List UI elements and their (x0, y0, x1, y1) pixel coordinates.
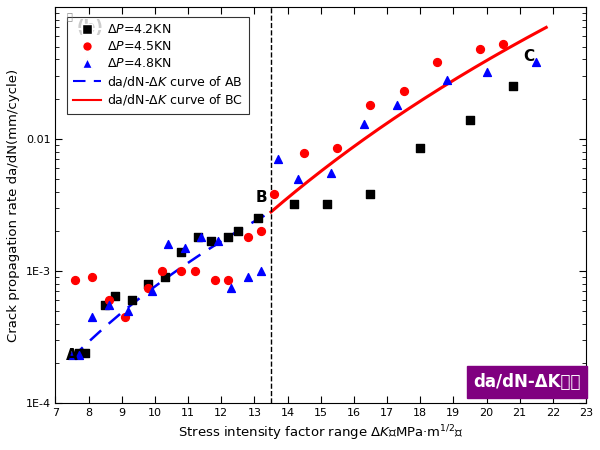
ΔP=4.5KN (399, 88, 409, 95)
ΔP=4.2KN (193, 234, 203, 241)
ΔP=4.5KN (365, 102, 375, 109)
ΔP=4.8KN (213, 237, 223, 244)
ΔP=4.5KN (269, 191, 279, 198)
ΔP=4.2KN (160, 274, 170, 281)
ΔP=4.2KN (465, 116, 475, 123)
ΔP=4.2KN (143, 280, 153, 288)
ΔP=4.2KN (415, 145, 425, 152)
ΔP=4.2KN (176, 248, 186, 255)
ΔP=4.8KN (104, 302, 113, 309)
ΔP=4.2KN (253, 215, 263, 222)
ΔP=4.2KN (80, 349, 90, 356)
ΔP=4.2KN (110, 292, 120, 299)
ΔP=4.5KN (299, 149, 309, 157)
ΔP=4.8KN (74, 352, 83, 359)
Line: da/dN-ΔK curve of BC: da/dN-ΔK curve of BC (271, 27, 546, 212)
ΔP=4.8KN (326, 170, 335, 177)
ΔP=4.5KN (223, 277, 233, 284)
Y-axis label: Crack propagation rate da/dN(mm/cycle): Crack propagation rate da/dN(mm/cycle) (7, 68, 20, 342)
ΔP=4.8KN (67, 352, 77, 359)
ΔP=4.2KN (323, 201, 332, 208)
ΔP=4.8KN (442, 76, 452, 84)
ΔP=4.5KN (332, 145, 342, 152)
ΔP=4.8KN (226, 284, 236, 291)
ΔP=4.2KN (223, 234, 233, 241)
ΔP=4.2KN (127, 297, 137, 304)
da/dN-ΔK curve of BC (341, 151, 348, 156)
da/dN-ΔK curve of BC (268, 209, 275, 215)
ΔP=4.8KN (163, 240, 173, 248)
Text: (b): (b) (77, 19, 104, 37)
Line: da/dN-ΔK curve of AB: da/dN-ΔK curve of AB (72, 212, 271, 358)
ΔP=4.2KN (365, 191, 375, 198)
da/dN-ΔK curve of BC (278, 200, 286, 205)
Text: 速: 速 (66, 11, 72, 21)
ΔP=4.8KN (256, 267, 266, 274)
ΔP=4.8KN (243, 274, 253, 281)
ΔP=4.5KN (104, 297, 113, 304)
ΔP=4.5KN (71, 277, 80, 284)
da/dN-ΔK curve of AB (257, 215, 265, 220)
da/dN-ΔK curve of BC (519, 37, 526, 43)
ΔP=4.2KN (289, 201, 299, 208)
ΔP=4.5KN (210, 277, 220, 284)
da/dN-ΔK curve of AB (68, 355, 76, 360)
ΔP=4.5KN (87, 274, 97, 281)
ΔP=4.8KN (392, 102, 402, 109)
ΔP=4.8KN (482, 69, 491, 76)
ΔP=4.5KN (499, 41, 508, 48)
da/dN-ΔK curve of AB (80, 343, 88, 349)
ΔP=4.5KN (243, 234, 253, 241)
da/dN-ΔK curve of AB (106, 321, 113, 326)
da/dN-ΔK curve of AB (268, 209, 275, 215)
ΔP=4.8KN (359, 120, 368, 127)
ΔP=4.5KN (432, 59, 442, 66)
ΔP=4.2KN (508, 83, 518, 90)
ΔP=4.5KN (256, 228, 266, 235)
ΔP=4.2KN (233, 228, 242, 235)
Text: C: C (523, 49, 534, 64)
Legend: $\Delta P$=4.2KN, $\Delta P$=4.5KN, $\Delta P$=4.8KN, da/dN-$\Delta K$ curve of : $\Delta P$=4.2KN, $\Delta P$=4.5KN, $\De… (67, 17, 250, 114)
ΔP=4.8KN (532, 59, 541, 66)
da/dN-ΔK curve of BC (284, 195, 291, 201)
ΔP=4.5KN (143, 284, 153, 291)
ΔP=4.2KN (74, 349, 83, 356)
ΔP=4.5KN (475, 45, 485, 53)
ΔP=4.8KN (180, 244, 190, 252)
ΔP=4.2KN (100, 302, 110, 309)
da/dN-ΔK curve of BC (542, 25, 550, 30)
ΔP=4.5KN (176, 267, 186, 274)
ΔP=4.5KN (121, 313, 130, 320)
Text: A: A (65, 348, 77, 363)
ΔP=4.2KN (206, 237, 216, 244)
Text: B: B (256, 190, 268, 205)
da/dN-ΔK curve of AB (76, 347, 83, 353)
ΔP=4.8KN (147, 288, 157, 295)
da/dN-ΔK curve of AB (250, 219, 257, 224)
ΔP=4.8KN (197, 234, 206, 241)
ΔP=4.5KN (157, 267, 166, 274)
ΔP=4.5KN (190, 267, 200, 274)
Text: da/dN-ΔK曲线: da/dN-ΔK曲线 (473, 373, 581, 391)
da/dN-ΔK curve of BC (529, 32, 536, 37)
X-axis label: Stress intensity factor range $\Delta K$（MPa·m$^{1/2}$）: Stress intensity factor range $\Delta K$… (178, 423, 464, 443)
ΔP=4.8KN (293, 175, 302, 182)
ΔP=4.8KN (87, 313, 97, 320)
da/dN-ΔK curve of AB (121, 307, 128, 313)
ΔP=4.8KN (124, 307, 133, 315)
ΔP=4.8KN (273, 156, 283, 163)
da/dN-ΔK curve of BC (319, 167, 326, 173)
